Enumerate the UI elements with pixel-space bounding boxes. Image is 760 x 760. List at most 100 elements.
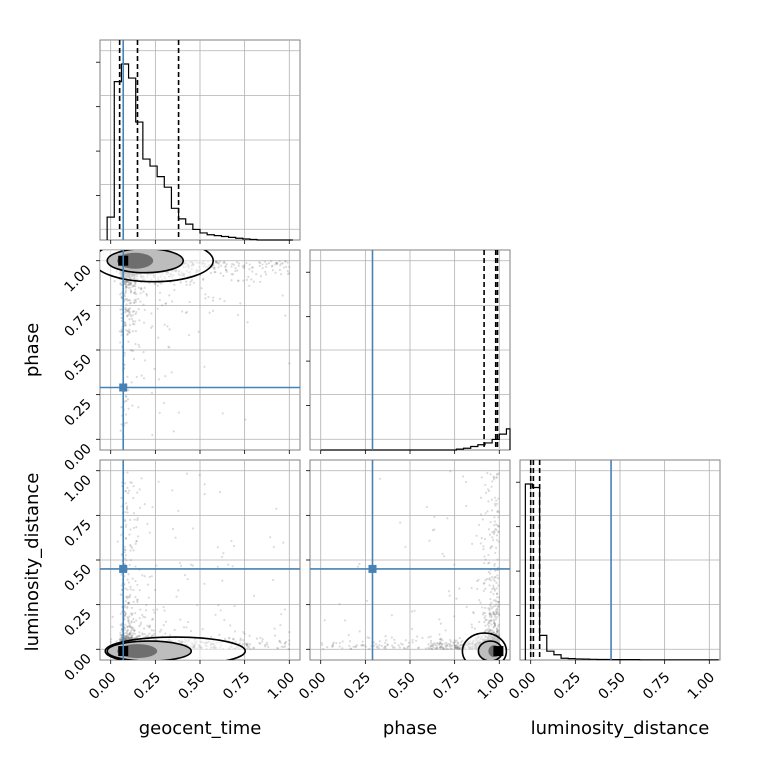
sample-point: [497, 525, 501, 528]
sample-point: [252, 646, 255, 649]
sample-point: [141, 633, 144, 636]
sample-point: [173, 288, 176, 292]
sample-point: [119, 623, 122, 626]
sample-point: [125, 285, 128, 289]
sample-point: [248, 284, 251, 287]
sample-point: [128, 313, 132, 316]
sample-point: [276, 647, 279, 650]
sample-point: [498, 613, 501, 617]
sample-point: [131, 577, 134, 580]
sample-point: [252, 594, 256, 597]
sample-point: [134, 565, 137, 568]
sample-point: [497, 603, 500, 606]
sample-point: [492, 631, 495, 634]
sample-point: [230, 539, 233, 543]
sample-point: [487, 621, 490, 624]
sample-point: [134, 281, 137, 284]
sample-point: [495, 473, 499, 476]
sample-point: [429, 644, 433, 648]
sample-point: [128, 331, 131, 334]
sample-point: [445, 644, 449, 648]
sample-point: [457, 647, 461, 651]
sample-point: [429, 635, 432, 638]
sample-point: [124, 511, 127, 514]
sample-point: [124, 549, 127, 552]
sample-point: [489, 547, 492, 550]
sample-point: [164, 632, 167, 635]
sample-point: [490, 614, 493, 617]
sample-point: [274, 271, 277, 274]
sample-point: [179, 618, 182, 621]
sample-point: [276, 262, 279, 265]
sample-point: [332, 641, 335, 644]
sample-point: [135, 375, 138, 379]
sample-point: [280, 613, 283, 616]
sample-point: [495, 612, 498, 615]
sample-point: [427, 646, 430, 650]
sample-point: [167, 345, 170, 348]
sample-point: [484, 491, 488, 494]
sample-point: [355, 644, 358, 647]
sample-point: [258, 261, 261, 264]
sample-point: [125, 297, 128, 301]
sample-point: [145, 294, 149, 297]
sample-point: [135, 636, 139, 639]
sample-point: [493, 605, 497, 608]
sample-point: [134, 290, 137, 294]
sample-point: [119, 293, 122, 296]
sample-point: [120, 634, 123, 637]
sample-point: [496, 510, 499, 514]
sample-point: [157, 336, 160, 339]
sample-point: [430, 647, 434, 651]
sample-point: [286, 261, 289, 264]
sample-point: [203, 483, 206, 486]
sample-point: [480, 606, 484, 609]
sample-point: [231, 565, 234, 568]
sample-point: [368, 647, 371, 651]
sample-point: [494, 615, 497, 619]
sample-point: [358, 630, 361, 633]
sample-point: [431, 644, 434, 648]
sample-point: [488, 611, 491, 614]
sample-point: [448, 638, 452, 642]
sample-point: [439, 638, 443, 641]
sample-point: [191, 527, 195, 530]
sample-point: [158, 630, 162, 633]
sample-point: [494, 551, 497, 555]
sample-point: [163, 323, 166, 326]
sample-point: [150, 326, 153, 330]
sample-point: [130, 634, 133, 637]
sample-point: [129, 291, 133, 294]
sample-point: [132, 357, 136, 361]
sample-point: [496, 592, 499, 595]
sample-point: [184, 311, 187, 314]
sample-point: [435, 647, 439, 650]
sample-point: [393, 638, 396, 641]
sample-point: [273, 627, 276, 630]
sample-point: [433, 515, 436, 519]
sample-point: [271, 578, 275, 582]
sample-point: [120, 533, 123, 537]
sample-point: [129, 549, 132, 552]
sample-point: [139, 292, 142, 295]
sample-point: [127, 602, 130, 605]
sample-point: [242, 639, 245, 642]
sample-point: [123, 634, 126, 637]
sample-point: [234, 640, 237, 643]
sample-point: [278, 639, 281, 642]
sample-point: [492, 605, 495, 608]
sample-point: [128, 310, 131, 313]
sample-point: [484, 579, 487, 582]
sample-point: [123, 545, 126, 548]
sample-point: [427, 643, 430, 646]
sample-point: [124, 637, 127, 640]
sample-point: [177, 509, 180, 512]
sample-point: [124, 623, 127, 626]
sample-point: [488, 603, 491, 606]
sample-point: [356, 565, 360, 568]
sample-point: [390, 614, 393, 617]
sample-point: [130, 546, 134, 549]
sample-point: [125, 630, 129, 633]
sample-point: [189, 280, 192, 283]
sample-point: [490, 619, 493, 622]
